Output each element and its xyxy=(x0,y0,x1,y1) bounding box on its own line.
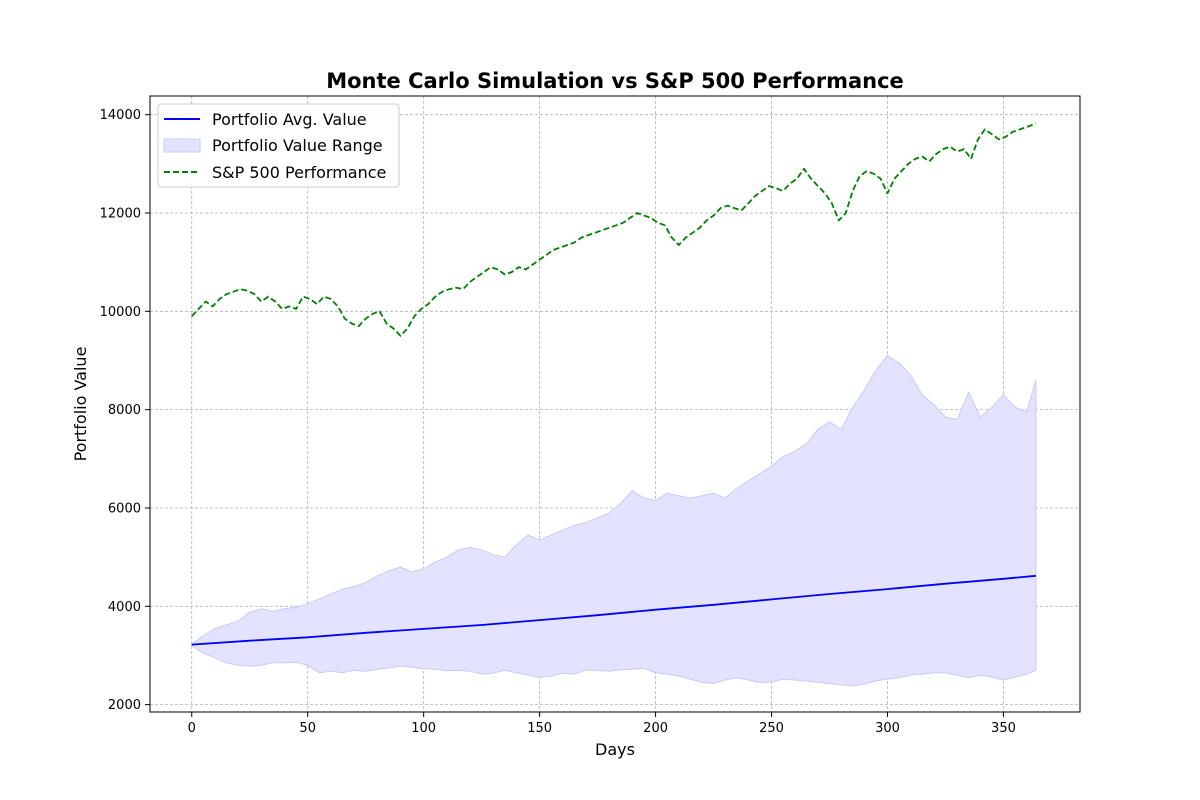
x-tick-label: 250 xyxy=(759,721,784,736)
portfolio-avg-line xyxy=(191,574,1036,646)
y-tick-label: 8000 xyxy=(108,403,141,418)
legend-range-label: Portfolio Value Range xyxy=(212,136,383,155)
x-axis-ticks: 0 50 100 150 200 250 300 350 xyxy=(188,712,1016,736)
legend-avg-label: Portfolio Avg. Value xyxy=(212,110,367,129)
x-tick-label: 100 xyxy=(411,721,436,736)
y-axis-ticks: 2000 4000 6000 8000 10000 12000 14000 xyxy=(100,108,150,713)
portfolio-range-area xyxy=(191,354,1037,687)
sp500-line xyxy=(191,122,1037,337)
y-tick-label: 14000 xyxy=(100,108,141,123)
x-tick-label: 350 xyxy=(991,721,1016,736)
x-tick-label: 200 xyxy=(643,721,668,736)
y-tick-label: 12000 xyxy=(100,207,141,222)
x-tick-label: 50 xyxy=(299,721,316,736)
x-axis-label: Days xyxy=(595,740,635,759)
chart-title: Monte Carlo Simulation vs S&P 500 Perfor… xyxy=(326,69,904,93)
y-tick-label: 4000 xyxy=(108,600,141,615)
y-tick-label: 10000 xyxy=(100,305,141,320)
x-tick-label: 0 xyxy=(188,721,196,736)
legend: Portfolio Avg. Value Portfolio Value Ran… xyxy=(157,103,400,188)
portfolio-avg-line-group xyxy=(191,574,1036,646)
sp500-line-group xyxy=(191,122,1037,337)
x-tick-label: 300 xyxy=(875,721,900,736)
y-tick-label: 6000 xyxy=(108,501,141,516)
y-tick-label: 2000 xyxy=(108,698,141,713)
portfolio-range-band xyxy=(191,354,1037,687)
legend-sp500-label: S&P 500 Performance xyxy=(212,163,386,182)
x-tick-label: 150 xyxy=(527,721,552,736)
legend-box xyxy=(157,103,400,188)
legend-range-swatch xyxy=(163,138,201,153)
y-axis-label: Portfolio Value xyxy=(71,347,90,462)
plot-frame xyxy=(149,95,1081,713)
